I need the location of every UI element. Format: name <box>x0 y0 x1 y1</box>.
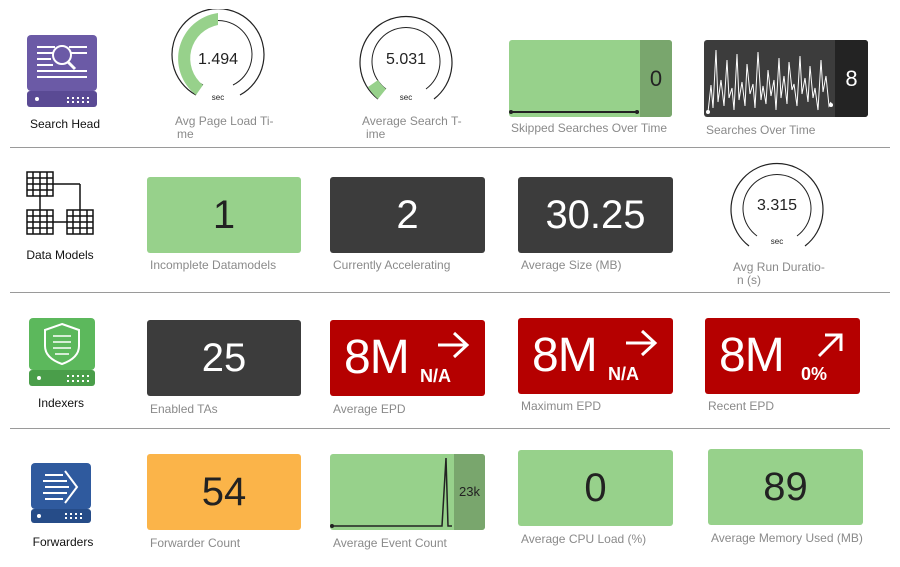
search-head-icon <box>25 33 99 114</box>
row-label-search-head: Search Head <box>29 117 101 131</box>
indexers-icon <box>27 316 97 393</box>
enabled-tas-panel[interactable]: 25 <box>147 320 301 396</box>
sparkline-value: 8 <box>845 66 858 91</box>
arrow-right-icon <box>626 329 658 357</box>
sparkline-value: 23k <box>459 484 480 499</box>
epd-value: 8M <box>532 329 598 382</box>
caption: Searches Over Time <box>706 123 816 137</box>
caption: Enabled TAs <box>150 402 218 416</box>
gauge-value: 3.315 <box>756 197 798 214</box>
gauge-unit: sec <box>211 93 225 102</box>
skipped-searches-panel[interactable]: 0 <box>509 40 672 117</box>
single-value: 54 <box>201 469 247 514</box>
currently-accelerating-panel[interactable]: 2 <box>330 177 485 253</box>
row-divider <box>10 292 890 293</box>
epd-trend: 0% <box>801 364 828 384</box>
average-memory-used-panel[interactable]: 89 <box>708 449 863 525</box>
avg-search-time-gauge[interactable]: 5.031 sec <box>356 9 456 109</box>
caption: Average Search T- ime <box>362 114 462 141</box>
forwarders-icon <box>29 461 93 530</box>
row-label-data-models: Data Models <box>26 248 94 262</box>
gauge-unit: sec <box>399 93 413 102</box>
row-label-forwarders: Forwarders <box>32 535 94 549</box>
single-value: 0 <box>584 465 607 510</box>
caption: Average Event Count <box>333 536 447 550</box>
row-divider <box>10 147 890 148</box>
forwarder-count-panel[interactable]: 54 <box>147 454 301 530</box>
caption: Recent EPD <box>708 399 775 413</box>
epd-trend: N/A <box>608 364 639 384</box>
avg-page-load-gauge[interactable]: 1.494 sec <box>168 8 268 109</box>
single-value: 30.25 <box>545 192 646 237</box>
single-value: 1 <box>212 192 236 237</box>
caption: Average EPD <box>333 402 406 416</box>
gauge-value: 1.494 <box>197 51 239 68</box>
caption: Skipped Searches Over Time <box>511 121 668 135</box>
caption: Incomplete Datamodels <box>150 258 277 272</box>
single-value: 25 <box>201 335 247 380</box>
caption: Avg Page Load Ti- me <box>175 114 274 141</box>
row-label-indexers: Indexers <box>37 396 85 410</box>
gauge-value: 5.031 <box>385 51 427 68</box>
average-cpu-load-panel[interactable]: 0 <box>518 450 673 526</box>
arrow-right-icon <box>438 331 470 359</box>
epd-trend: N/A <box>420 366 451 386</box>
searches-over-time-panel[interactable]: 8 <box>704 40 868 117</box>
average-epd-panel[interactable]: 8M N/A <box>330 320 485 396</box>
avg-run-duration-gauge[interactable]: 3.315 sec <box>727 156 827 256</box>
average-size-panel[interactable]: 30.25 <box>518 177 673 253</box>
row-divider <box>10 428 890 429</box>
caption: Forwarder Count <box>150 536 241 550</box>
sparkline-value: 0 <box>649 66 663 91</box>
caption: Average Memory Used (MB) <box>711 531 863 545</box>
caption: Average Size (MB) <box>521 258 622 272</box>
caption: Maximum EPD <box>521 399 602 413</box>
caption: Currently Accelerating <box>333 258 451 272</box>
caption: Average CPU Load (%) <box>521 532 647 546</box>
single-value: 2 <box>396 192 419 237</box>
recent-epd-panel[interactable]: 8M 0% <box>705 318 860 394</box>
caption: Avg Run Duratio- n (s) <box>733 260 825 287</box>
incomplete-datamodels-panel[interactable]: 1 <box>147 177 301 253</box>
epd-value: 8M <box>719 329 785 382</box>
arrow-up-right-icon <box>817 333 843 358</box>
average-event-count-panel[interactable]: 23k <box>330 454 485 530</box>
maximum-epd-panel[interactable]: 8M N/A <box>518 318 673 394</box>
single-value: 89 <box>763 464 808 509</box>
data-models-icon <box>25 170 95 243</box>
gauge-unit: sec <box>770 237 784 246</box>
epd-value: 8M <box>344 331 410 384</box>
